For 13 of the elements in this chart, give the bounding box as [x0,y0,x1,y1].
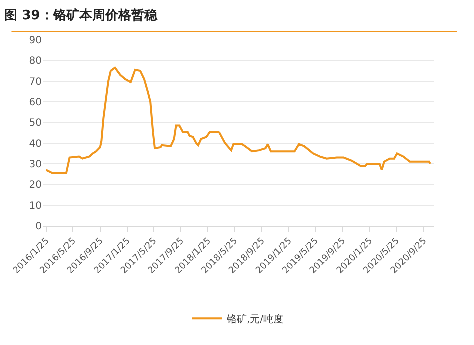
y-tick-label: 90 [29,36,42,46]
y-tick-label: 40 [29,138,42,150]
chart-title: 图 39：铬矿本周价格暂稳 [4,7,158,24]
legend-label: 铬矿,元/吨度 [226,314,284,326]
y-tick-label: 50 [29,118,42,130]
y-tick-label: 30 [29,160,42,170]
y-tick-label: 70 [29,76,42,88]
y-tick-label: 20 [29,180,42,192]
y-tick-label: 0 [36,222,42,232]
y-tick-label: 10 [29,200,42,212]
line-series [45,66,432,174]
y-tick-label: 60 [29,98,42,108]
y-tick-label: 80 [29,56,42,68]
